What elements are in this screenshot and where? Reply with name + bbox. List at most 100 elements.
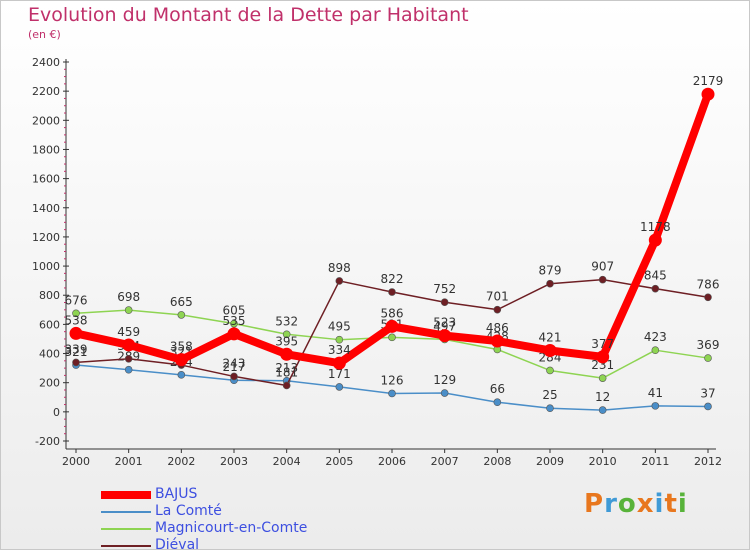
data-point-bajus	[543, 343, 557, 357]
data-point-dieval	[388, 288, 396, 296]
x-tick-label: 2004	[273, 455, 301, 468]
proxiti-logo: Proxiti	[584, 489, 688, 519]
legend-swatch-magnicourt-en-comte	[101, 528, 151, 530]
data-label-la-comte: 217	[223, 360, 246, 374]
data-label-bajus: 358	[170, 340, 193, 354]
data-point-dieval	[704, 293, 712, 302]
data-label-magnicourt-en-comte: 665	[170, 295, 193, 309]
data-label-dieval: 701	[486, 290, 509, 304]
y-tick-label: 2000	[32, 114, 60, 127]
data-label-magnicourt-en-comte: 495	[328, 320, 351, 334]
data-point-la-comte	[335, 383, 344, 391]
data-point-bajus	[648, 233, 662, 247]
y-tick-label: 1000	[32, 260, 60, 273]
data-point-magnicourt-en-comte	[651, 346, 660, 354]
data-point-dieval	[546, 279, 554, 288]
chart-unit-subtitle: (en €)	[28, 28, 61, 41]
data-label-bajus: 1178	[640, 220, 671, 234]
data-point-la-comte	[177, 371, 186, 379]
data-point-magnicourt-en-comte	[177, 311, 186, 319]
data-label-dieval: 845	[644, 269, 667, 283]
data-point-la-comte	[651, 402, 660, 410]
x-tick-label: 2001	[115, 455, 143, 468]
x-tick-label: 2002	[167, 455, 195, 468]
data-point-magnicourt-en-comte	[598, 374, 607, 382]
logo-letter: i	[677, 489, 688, 519]
data-point-bajus	[385, 319, 399, 333]
data-point-magnicourt-en-comte	[230, 319, 238, 328]
data-label-magnicourt-en-comte: 698	[117, 290, 140, 304]
data-label-magnicourt-en-comte: 532	[275, 314, 298, 328]
legend-swatch-dieval	[101, 545, 151, 547]
data-point-dieval	[493, 305, 502, 314]
data-point-bajus	[174, 353, 188, 367]
chart-title: Evolution du Montant de la Dette par Hab…	[28, 4, 469, 26]
data-point-la-comte	[124, 365, 133, 374]
y-tick-label: 600	[39, 318, 60, 331]
data-label-la-comte: 41	[648, 386, 663, 400]
data-label-bajus: 486	[486, 321, 509, 335]
data-label-bajus: 377	[591, 337, 614, 351]
data-label-la-comte: 213	[275, 361, 298, 375]
data-label-dieval: 752	[433, 282, 456, 296]
data-point-dieval	[598, 275, 607, 284]
data-label-bajus: 334	[328, 343, 351, 357]
logo-letter: t	[664, 489, 678, 519]
data-point-la-comte	[493, 398, 502, 407]
data-point-bajus	[438, 329, 452, 343]
data-label-bajus: 459	[117, 325, 140, 339]
data-point-la-comte	[598, 406, 607, 414]
data-point-magnicourt-en-comte	[72, 309, 80, 318]
x-tick-label: 2003	[220, 455, 248, 468]
data-label-la-comte: 126	[381, 373, 404, 387]
data-label-la-comte: 129	[433, 373, 456, 387]
data-point-bajus	[596, 350, 610, 364]
data-label-magnicourt-en-comte: 605	[223, 304, 246, 318]
logo-letter: P	[584, 489, 605, 519]
data-point-bajus	[490, 334, 504, 348]
data-label-bajus: 538	[65, 313, 88, 327]
data-label-la-comte: 66	[490, 382, 505, 396]
x-tick-label: 2000	[62, 455, 90, 468]
data-label-bajus: 2179	[693, 74, 724, 88]
data-label-magnicourt-en-comte: 369	[697, 338, 720, 352]
data-label-magnicourt-en-comte: 676	[65, 293, 88, 307]
legend-swatch-bajus	[101, 491, 151, 499]
data-point-bajus	[280, 347, 294, 361]
data-label-bajus: 421	[539, 330, 562, 344]
logo-letter: o	[617, 489, 637, 519]
x-tick-label: 2005	[325, 455, 353, 468]
y-tick-label: 400	[39, 348, 60, 361]
x-tick-label: 2007	[431, 455, 459, 468]
data-label-bajus: 395	[275, 334, 298, 348]
data-point-magnicourt-en-comte	[388, 333, 396, 342]
x-tick-label: 2012	[694, 455, 722, 468]
data-label-dieval: 898	[328, 261, 351, 275]
y-tick-label: 200	[39, 377, 60, 390]
data-label-dieval: 907	[591, 260, 614, 274]
legend-swatch-la-comte	[101, 511, 151, 513]
data-label-bajus: 535	[223, 314, 246, 328]
data-point-magnicourt-en-comte	[704, 354, 712, 362]
y-tick-label: -200	[35, 435, 60, 448]
data-label-magnicourt-en-comte: 423	[644, 330, 667, 344]
y-tick-label: 800	[39, 289, 60, 302]
data-point-la-comte	[546, 404, 554, 413]
data-point-la-comte	[388, 389, 396, 398]
data-point-bajus	[227, 327, 241, 341]
legend-label-bajus: BAJUS	[155, 486, 198, 502]
y-tick-label: 1400	[32, 202, 60, 215]
data-point-bajus	[122, 338, 136, 352]
data-point-dieval	[335, 277, 344, 285]
data-point-bajus	[332, 356, 346, 370]
y-tick-label: 0	[53, 406, 60, 419]
data-point-dieval	[72, 358, 80, 367]
data-point-la-comte	[440, 389, 449, 397]
y-tick-label: 2200	[32, 85, 60, 98]
data-label-la-comte: 171	[328, 367, 351, 381]
data-label-dieval: 786	[697, 277, 720, 291]
data-point-magnicourt-en-comte	[546, 366, 554, 375]
y-tick-label: 1200	[32, 231, 60, 244]
data-point-dieval	[282, 381, 291, 390]
